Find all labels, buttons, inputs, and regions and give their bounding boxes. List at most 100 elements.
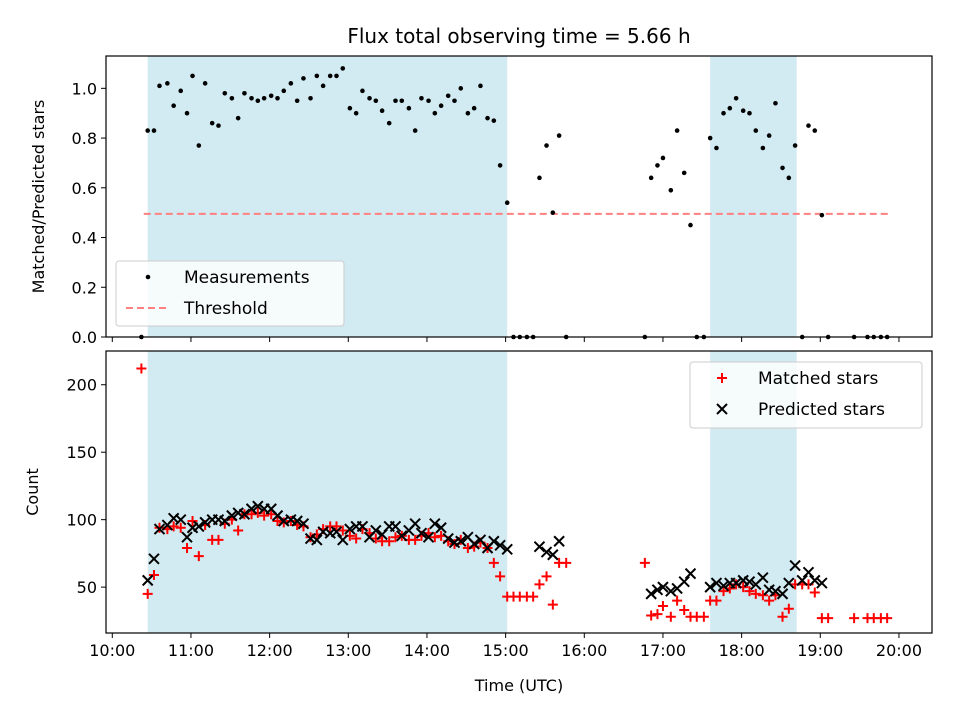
y-axis-label: Count: [23, 468, 42, 516]
data-point: [528, 591, 539, 602]
data-point: [710, 577, 723, 589]
data-point: [442, 532, 454, 545]
x-tick-label: 19:00: [797, 641, 843, 660]
data-point: [550, 210, 556, 215]
data-point: [684, 567, 697, 580]
data-point: [665, 611, 676, 622]
data-point: [553, 535, 565, 547]
data-point: [769, 585, 782, 597]
data-point: [718, 586, 729, 597]
data-point: [488, 557, 499, 568]
data-point: [311, 534, 323, 546]
data-point: [540, 546, 553, 558]
data-point: [747, 110, 752, 116]
data-point: [750, 588, 761, 599]
data-point: [491, 118, 497, 123]
data-point: [665, 585, 677, 597]
data-point: [301, 76, 306, 81]
data-point: [744, 586, 755, 597]
data-point: [783, 603, 794, 614]
data-point: [148, 553, 160, 565]
observing-interval-shade: [710, 56, 797, 337]
data-point: [340, 66, 346, 71]
data-point: [764, 595, 775, 606]
data-point: [412, 128, 418, 133]
data-point: [275, 95, 280, 101]
data-point: [534, 579, 545, 590]
data-point: [816, 577, 828, 589]
data-point: [226, 509, 238, 522]
data-point: [399, 98, 405, 104]
x-tick-label: 20:00: [876, 641, 922, 660]
y-tick-label: 200: [66, 376, 97, 395]
data-point: [429, 518, 441, 530]
data-point: [639, 557, 650, 568]
data-point: [259, 510, 270, 521]
data-point: [796, 574, 808, 587]
x-tick-label: 10:00: [89, 641, 135, 660]
data-point: [288, 81, 294, 86]
data-point: [178, 88, 184, 94]
data-point: [497, 163, 503, 168]
series-measurements: [139, 66, 890, 340]
data-point: [238, 508, 251, 520]
y-axis-label: Matched/Predicted stars: [29, 100, 48, 294]
x-tick-label: 16:00: [561, 641, 607, 660]
legend-label: Matched stars: [758, 369, 878, 389]
data-point: [711, 595, 722, 606]
data-point: [681, 170, 687, 176]
data-point: [426, 98, 431, 104]
data-point: [222, 91, 228, 96]
data-point: [802, 566, 815, 578]
y-tick-label: 0.8: [72, 129, 97, 148]
data-point: [419, 95, 424, 101]
data-point: [190, 73, 195, 79]
data-point: [249, 95, 254, 101]
data-point: [455, 535, 467, 547]
series-predicted-stars: [141, 500, 828, 600]
y-tick-label: 150: [66, 443, 97, 462]
data-point: [370, 524, 382, 537]
data-point: [386, 120, 392, 126]
data-point: [465, 110, 471, 116]
data-point: [468, 538, 480, 550]
data-point: [182, 542, 193, 553]
data-point: [389, 520, 402, 533]
panel-counts: 50 100 150 200 10:00 11:00 12:00 13:00 14:00 15:0…: [23, 350, 933, 660]
data-point: [547, 599, 558, 610]
data-point: [452, 98, 457, 104]
y-tick-label: 100: [66, 511, 97, 530]
data-point: [344, 523, 356, 535]
data-point: [396, 530, 408, 542]
data-point: [136, 363, 147, 374]
data-point: [674, 128, 680, 133]
legend: Measurements Threshold: [115, 260, 345, 327]
data-point: [216, 123, 221, 128]
y-tick-label: 0.6: [72, 179, 97, 198]
data-point: [390, 532, 401, 543]
data-point: [406, 105, 412, 111]
x-axis-label: Time (UTC): [474, 676, 563, 695]
y-tick-label: 0.0: [72, 328, 97, 347]
data-point: [501, 543, 513, 556]
data-point: [266, 509, 277, 520]
data-point: [245, 503, 258, 515]
data-point: [429, 532, 440, 543]
data-point: [410, 534, 421, 545]
data-point: [882, 613, 893, 624]
data-point: [792, 143, 798, 148]
data-point: [707, 135, 713, 141]
x-tick-label: 11:00: [168, 641, 214, 660]
data-point: [294, 98, 300, 104]
data-point: [651, 584, 664, 596]
data-point: [740, 108, 746, 114]
data-point: [353, 110, 359, 116]
data-point: [657, 581, 669, 593]
data-point: [379, 108, 385, 114]
data-point: [331, 521, 342, 532]
data-point: [252, 500, 264, 512]
data-point: [145, 128, 150, 133]
legend-marker: [717, 373, 727, 383]
data-point: [384, 536, 395, 547]
